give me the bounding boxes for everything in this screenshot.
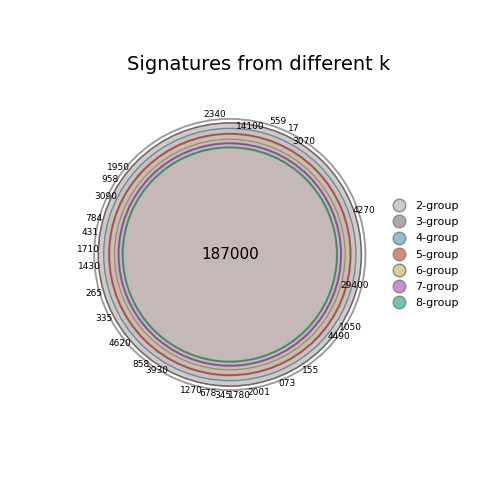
Text: 4270: 4270 xyxy=(353,207,375,215)
Text: 3090: 3090 xyxy=(94,192,117,201)
Text: 4490: 4490 xyxy=(328,333,351,341)
Text: 431: 431 xyxy=(82,228,99,237)
Text: 678: 678 xyxy=(199,389,216,398)
Circle shape xyxy=(114,139,345,370)
Text: 1950: 1950 xyxy=(107,163,130,172)
Text: 2340: 2340 xyxy=(204,110,226,119)
Text: 1780: 1780 xyxy=(228,391,251,400)
Text: 4620: 4620 xyxy=(109,339,132,348)
Text: 155: 155 xyxy=(302,365,320,374)
Title: Signatures from different k: Signatures from different k xyxy=(127,55,390,74)
Text: 1430: 1430 xyxy=(78,262,101,271)
Text: 187000: 187000 xyxy=(201,247,259,262)
Text: 14100: 14100 xyxy=(236,122,265,131)
Text: 17: 17 xyxy=(288,124,299,134)
Text: 3070: 3070 xyxy=(292,137,315,146)
Circle shape xyxy=(118,143,341,366)
Circle shape xyxy=(98,123,361,386)
Circle shape xyxy=(122,147,337,362)
Text: 858: 858 xyxy=(133,360,150,368)
Text: 3930: 3930 xyxy=(146,366,169,375)
Text: 29400: 29400 xyxy=(340,281,368,290)
Legend: 2-group, 3-group, 4-group, 5-group, 6-group, 7-group, 8-group: 2-group, 3-group, 4-group, 5-group, 6-gr… xyxy=(383,197,464,312)
Text: 1050: 1050 xyxy=(339,323,362,332)
Text: 335: 335 xyxy=(96,314,113,323)
Text: 784: 784 xyxy=(85,214,102,222)
Circle shape xyxy=(109,134,350,375)
Text: 2001: 2001 xyxy=(247,388,271,397)
Text: 958: 958 xyxy=(102,175,119,184)
Text: 559: 559 xyxy=(270,117,287,127)
Circle shape xyxy=(104,129,356,381)
Text: 265: 265 xyxy=(86,289,103,298)
Text: 1710: 1710 xyxy=(77,245,100,254)
Text: 073: 073 xyxy=(279,379,296,388)
Text: 345: 345 xyxy=(214,391,231,400)
Text: 1270: 1270 xyxy=(179,386,203,395)
